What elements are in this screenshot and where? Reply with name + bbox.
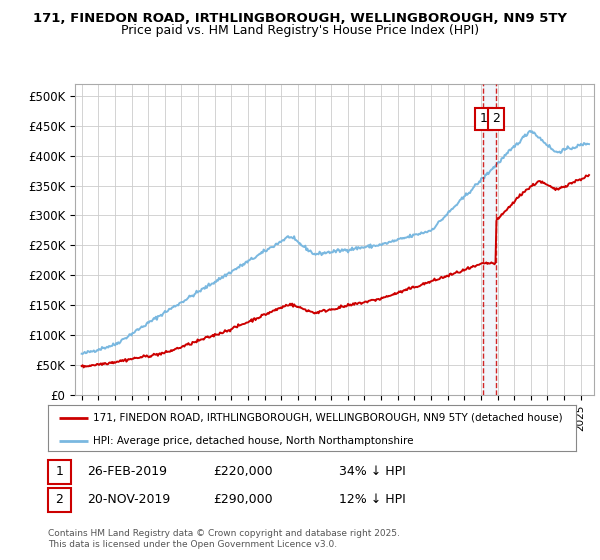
Text: 20-NOV-2019: 20-NOV-2019 <box>87 493 170 506</box>
Text: 1: 1 <box>55 465 64 478</box>
Text: Price paid vs. HM Land Registry's House Price Index (HPI): Price paid vs. HM Land Registry's House … <box>121 24 479 37</box>
Text: 34% ↓ HPI: 34% ↓ HPI <box>339 465 406 478</box>
Text: 2: 2 <box>55 493 64 506</box>
Text: 1: 1 <box>479 112 487 125</box>
Text: £290,000: £290,000 <box>213 493 272 506</box>
Text: 2: 2 <box>492 112 500 125</box>
Text: 171, FINEDON ROAD, IRTHLINGBOROUGH, WELLINGBOROUGH, NN9 5TY: 171, FINEDON ROAD, IRTHLINGBOROUGH, WELL… <box>33 12 567 25</box>
Text: 12% ↓ HPI: 12% ↓ HPI <box>339 493 406 506</box>
Text: HPI: Average price, detached house, North Northamptonshire: HPI: Average price, detached house, Nort… <box>93 436 413 446</box>
Text: £220,000: £220,000 <box>213 465 272 478</box>
Text: Contains HM Land Registry data © Crown copyright and database right 2025.
This d: Contains HM Land Registry data © Crown c… <box>48 529 400 549</box>
Text: 171, FINEDON ROAD, IRTHLINGBOROUGH, WELLINGBOROUGH, NN9 5TY (detached house): 171, FINEDON ROAD, IRTHLINGBOROUGH, WELL… <box>93 413 563 423</box>
Bar <box>484 84 496 395</box>
Text: 26-FEB-2019: 26-FEB-2019 <box>87 465 167 478</box>
